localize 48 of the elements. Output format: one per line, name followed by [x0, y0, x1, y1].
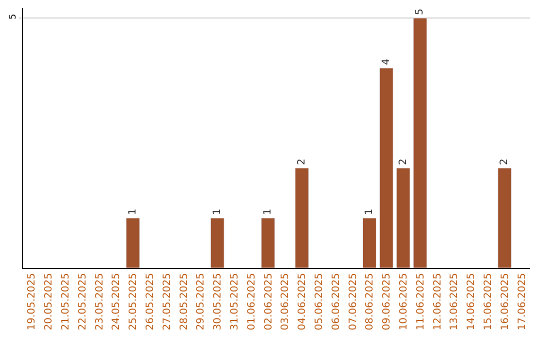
- x-tick-label: 20.05.2025: [44, 273, 55, 330]
- x-tick-label: 22.05.2025: [77, 273, 88, 330]
- data-label: 4: [380, 58, 392, 65]
- data-label: 2: [398, 158, 409, 165]
- x-tick-label: 21.05.2025: [60, 273, 72, 330]
- x-tick-label: 09.06.2025: [382, 273, 393, 330]
- x-tick-label: 02.06.2025: [263, 273, 274, 330]
- x-tick-label: 29.05.2025: [196, 273, 207, 330]
- bar: [210, 218, 224, 268]
- bar: [362, 218, 376, 268]
- x-tick-label: 03.06.2025: [280, 273, 292, 330]
- data-label: 2: [499, 158, 510, 165]
- bar: [396, 168, 410, 268]
- x-tick-label: 31.05.2025: [230, 273, 240, 330]
- data-label: 1: [262, 208, 274, 215]
- x-tick-label: 07.06.2025: [348, 273, 359, 330]
- x-tick-label: 14.06.2025: [466, 273, 478, 330]
- x-tick-label: 08.06.2025: [364, 273, 376, 330]
- x-tick-label: 25.05.2025: [128, 273, 140, 330]
- x-tick-label: 06.06.2025: [330, 273, 342, 330]
- x-tick-label: 16.06.2025: [500, 273, 511, 330]
- x-tick-label: 23.05.2025: [94, 273, 106, 330]
- data-label: 1: [364, 208, 375, 215]
- data-label: 2: [296, 158, 308, 165]
- bar: [413, 18, 428, 268]
- x-tick-label: 27.05.2025: [162, 273, 173, 330]
- data-label: 5: [414, 8, 426, 15]
- x-tick-label: 04.06.2025: [297, 273, 308, 330]
- data-label: 1: [127, 208, 138, 215]
- x-tick-label: 12.06.2025: [432, 273, 444, 330]
- data-label: 1: [212, 208, 223, 215]
- bar: [294, 168, 309, 268]
- x-tick-label: 10.06.2025: [398, 273, 410, 330]
- bar: [261, 218, 276, 268]
- x-tick-label: 30.05.2025: [212, 273, 224, 330]
- x-tick-label: 13.06.2025: [449, 273, 460, 330]
- bar: [126, 218, 140, 268]
- x-tick-label: 19.05.2025: [26, 273, 38, 330]
- bar: [498, 168, 512, 268]
- x-tick-label: 17.06.2025: [516, 273, 528, 330]
- x-tick-label: 15.06.2025: [483, 273, 494, 330]
- x-tick-label: 28.05.2025: [178, 273, 190, 330]
- bar: [379, 68, 394, 268]
- x-tick-label: 01.06.2025: [246, 273, 258, 330]
- x-tick-label: 26.05.2025: [145, 273, 156, 330]
- x-tick-label: 24.05.2025: [111, 273, 122, 330]
- x-tick-label: 11.06.2025: [415, 273, 426, 330]
- x-tick-label: 05.06.2025: [314, 273, 325, 330]
